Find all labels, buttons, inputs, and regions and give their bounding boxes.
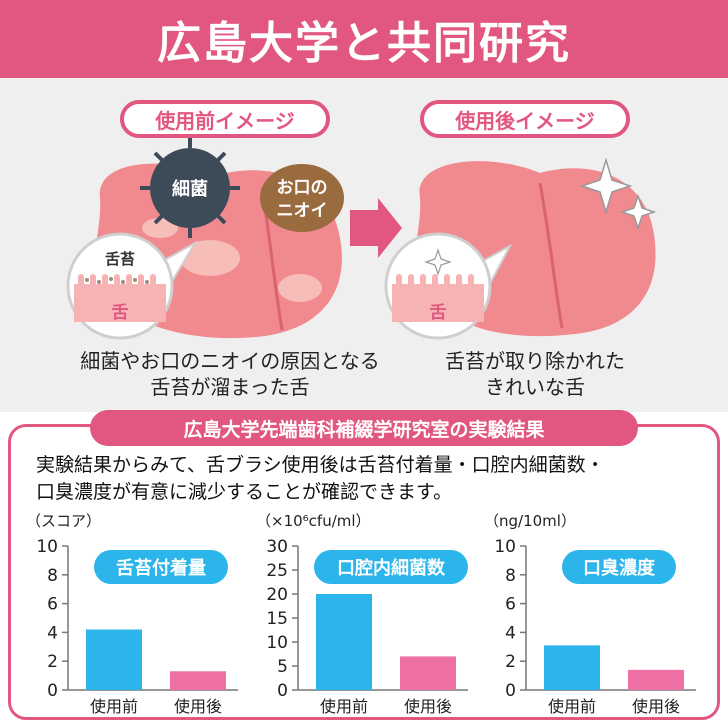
odor-cloud-icon bbox=[260, 164, 344, 232]
chart-title-pill bbox=[562, 550, 676, 584]
odor-label-line1: お口の bbox=[277, 178, 328, 198]
sparkle-small-icon bbox=[619, 193, 657, 231]
bar bbox=[86, 629, 142, 690]
chart-title-pill bbox=[94, 550, 228, 584]
bacteria-label: 細菌 bbox=[172, 178, 208, 200]
y-tick-label: 4 bbox=[47, 623, 58, 643]
y-tick-label: 0 bbox=[47, 681, 58, 701]
y-tick-label: 15 bbox=[266, 609, 288, 629]
chart-title: 口臭濃度 bbox=[583, 557, 656, 579]
x-tick-label: 使用前 bbox=[548, 697, 596, 716]
sparkle-magnifier-icon bbox=[424, 248, 452, 276]
y-tick-label: 10 bbox=[36, 537, 58, 557]
odor-label-line2: ニオイ bbox=[277, 201, 328, 221]
summary-line1: 実験結果からみて、舌ブラシ使用後は舌苔付着量・口腔内細菌数・ bbox=[36, 454, 605, 476]
y-tick-label: 25 bbox=[266, 561, 288, 581]
chart-unit-label: （スコア） bbox=[26, 512, 101, 530]
after-label: 使用後イメージ bbox=[455, 108, 595, 133]
papillae-after bbox=[396, 274, 474, 288]
tongue-label-after: 舌 bbox=[430, 302, 447, 323]
banner-title: 広島大学と共同研究 bbox=[157, 18, 571, 69]
chart-title-pill bbox=[314, 550, 468, 584]
coating-label: 舌苔 bbox=[105, 250, 135, 268]
arrow-right-icon bbox=[350, 198, 402, 258]
after-caption-line1: 舌苔が取り除かれた bbox=[445, 349, 625, 373]
y-tick-label: 8 bbox=[47, 566, 58, 586]
chart-unit-label: （×10⁶cfu/ml） bbox=[256, 512, 371, 530]
summary-line2: 口臭濃度が有意に減少することが確認できます。 bbox=[36, 481, 453, 503]
tongue-surface-before bbox=[74, 284, 166, 322]
coating-patch-1 bbox=[180, 240, 240, 276]
bar bbox=[544, 645, 600, 690]
tongue-surface-after bbox=[392, 284, 484, 322]
bacteria-icon bbox=[150, 148, 230, 228]
y-tick-label: 2 bbox=[47, 652, 58, 672]
y-tick-label: 0 bbox=[505, 681, 516, 701]
x-tick-label: 使用後 bbox=[404, 697, 452, 716]
y-tick-label: 30 bbox=[266, 537, 288, 557]
chart-tongue-coating: （スコア） 0 2 4 6 8 10 使用前 使用後 舌苔付着量 bbox=[26, 512, 238, 716]
y-tick-label: 2 bbox=[505, 652, 516, 672]
bar bbox=[400, 656, 456, 690]
chart-oral-bacteria: （×10⁶cfu/ml） 0 5 10 15 20 25 30 使用前 使用後 口腔内細菌数 bbox=[256, 512, 468, 716]
y-tick-label: 10 bbox=[266, 633, 288, 653]
before-label-pill: 使用前イメージ bbox=[120, 100, 330, 138]
chart-unit-label: （ng/10ml） bbox=[484, 512, 576, 530]
x-tick-label: 使用後 bbox=[632, 697, 680, 716]
results-summary: 実験結果からみて、舌ブラシ使用後は舌苔付着量・口腔内細菌数・ 口臭濃度が有意に減… bbox=[36, 452, 696, 506]
y-tick-label: 5 bbox=[277, 657, 288, 677]
x-tick-label: 使用後 bbox=[174, 697, 222, 716]
tongue-after-center-line bbox=[538, 182, 564, 329]
before-caption-line1: 細菌やお口のニオイの原因となる bbox=[80, 349, 380, 373]
chart-breath-odor: （ng/10ml） 0 2 4 6 8 10 使用前 使用後 口臭濃度 bbox=[484, 512, 696, 716]
after-caption-line2: きれいな舌 bbox=[485, 375, 585, 399]
bar bbox=[170, 671, 226, 690]
x-tick-label: 使用前 bbox=[90, 697, 138, 716]
before-label: 使用前イメージ bbox=[155, 108, 295, 133]
y-tick-label: 6 bbox=[505, 595, 516, 615]
after-label-pill: 使用後イメージ bbox=[420, 100, 630, 138]
bacteria-spikes bbox=[140, 138, 240, 238]
chart-title: 口腔内細菌数 bbox=[337, 557, 446, 579]
x-tick-label: 使用前 bbox=[320, 697, 368, 716]
y-tick-label: 4 bbox=[505, 623, 516, 643]
coating-patch-3 bbox=[142, 218, 178, 238]
bar bbox=[628, 669, 684, 690]
coating-patch-2 bbox=[278, 274, 322, 302]
papillae-before bbox=[78, 274, 156, 288]
tongue-label-before: 舌 bbox=[112, 302, 129, 323]
bar bbox=[316, 594, 372, 690]
before-caption: 細菌やお口のニオイの原因となる 舌苔が溜まった舌 bbox=[60, 348, 400, 400]
y-tick-label: 8 bbox=[505, 566, 516, 586]
tongue-illustration: 細菌 お口の ニオイ 舌苔 舌 bbox=[66, 138, 657, 340]
before-caption-line2: 舌苔が溜まった舌 bbox=[150, 375, 310, 399]
coating-dots bbox=[85, 277, 149, 284]
y-tick-label: 20 bbox=[266, 585, 288, 605]
y-tick-label: 6 bbox=[47, 595, 58, 615]
chart-title: 舌苔付着量 bbox=[116, 557, 206, 579]
sparkle-large-icon bbox=[579, 157, 633, 215]
y-tick-label: 0 bbox=[277, 681, 288, 701]
title-banner: 広島大学と共同研究 bbox=[0, 0, 728, 78]
after-caption: 舌苔が取り除かれた きれいな舌 bbox=[420, 348, 650, 400]
results-title: 広島大学先端歯科補綴学研究室の実験結果 bbox=[90, 410, 638, 446]
y-tick-label: 10 bbox=[494, 537, 516, 557]
